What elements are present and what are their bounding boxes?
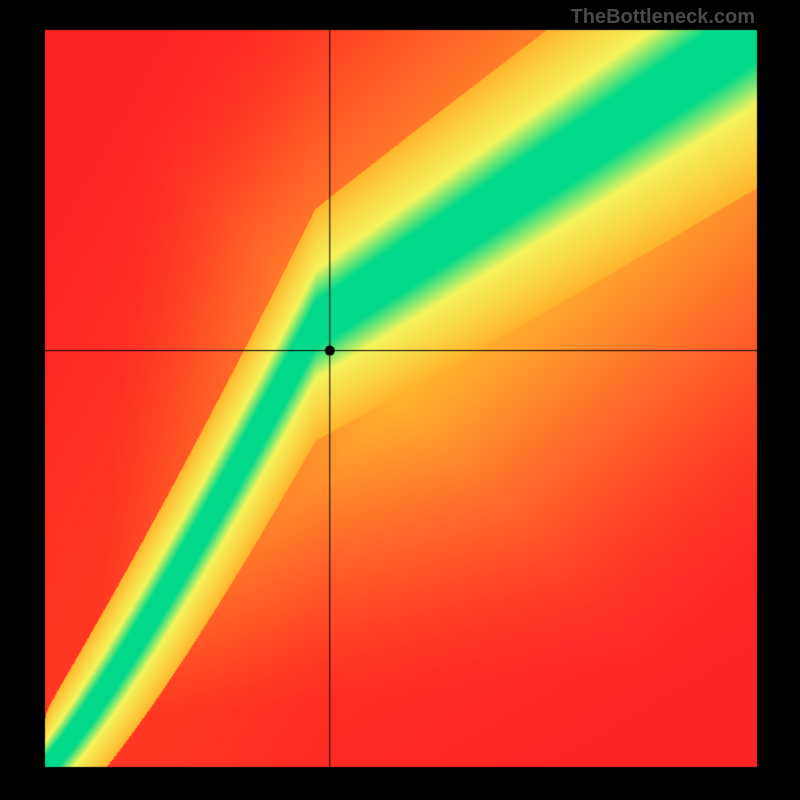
bottleneck-heatmap-chart: TheBottleneck.com — [0, 0, 800, 800]
heatmap-canvas — [0, 0, 800, 800]
watermark-text: TheBottleneck.com — [571, 6, 755, 29]
